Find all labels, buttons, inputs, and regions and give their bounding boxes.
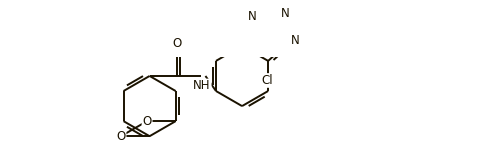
Text: O: O — [172, 37, 181, 50]
Text: O: O — [142, 115, 152, 128]
Text: O: O — [116, 130, 126, 143]
Text: N: N — [249, 10, 257, 23]
Text: Cl: Cl — [261, 74, 273, 87]
Text: N: N — [290, 34, 299, 47]
Text: NH: NH — [193, 79, 211, 93]
Text: N: N — [280, 7, 289, 20]
